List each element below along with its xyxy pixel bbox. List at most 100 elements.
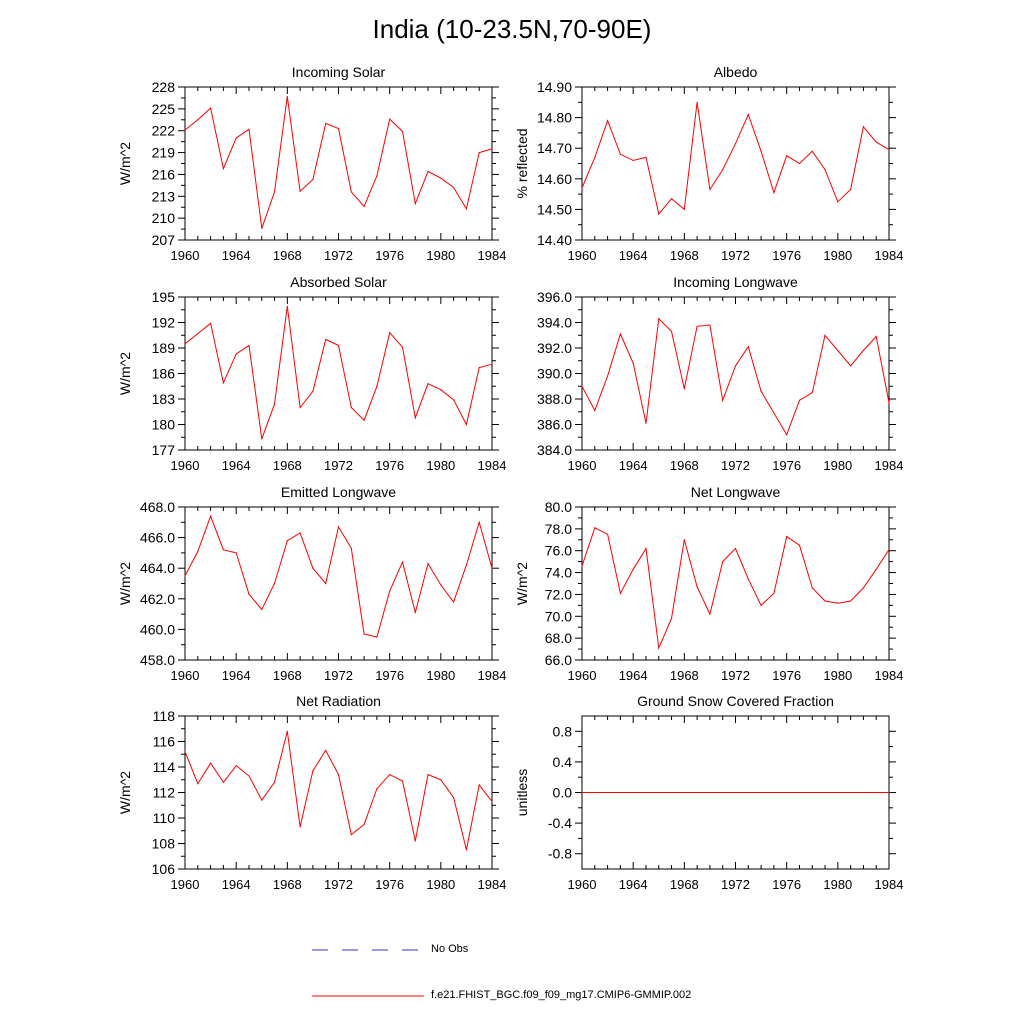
data-point — [606, 120, 609, 122]
series-line — [184, 731, 493, 851]
data-point — [389, 590, 391, 592]
data-point — [299, 190, 301, 192]
x-tick-label: 1976 — [772, 668, 801, 683]
data-point — [850, 188, 852, 191]
series-line — [184, 96, 493, 229]
y-tick-label: 207 — [152, 232, 176, 248]
data-point — [440, 584, 442, 586]
data-point — [222, 168, 224, 170]
data-point — [248, 344, 250, 347]
data-point — [197, 550, 199, 552]
plot-frame — [184, 296, 493, 451]
y-tick-label: 74.0 — [545, 565, 572, 581]
x-tick-label: 1964 — [222, 668, 251, 683]
x-tick-label: 1960 — [171, 458, 200, 473]
y-tick-label: 386.0 — [537, 417, 572, 433]
y-tick-label: 0.8 — [553, 723, 573, 739]
y-axis-label: W/m^2 — [514, 562, 530, 605]
data-point — [786, 434, 788, 436]
y-tick-label: 189 — [152, 340, 176, 356]
panel-7: Ground Snow Covered Fraction unitless 1960… — [514, 693, 903, 892]
data-point — [491, 800, 493, 803]
data-point — [248, 775, 250, 777]
data-point — [197, 119, 199, 121]
y-tick-label: 80.0 — [545, 499, 572, 515]
x-tick-label: 1960 — [568, 458, 597, 473]
data-point — [312, 567, 314, 569]
data-point — [709, 324, 711, 326]
x-tick-label: 1968 — [273, 248, 302, 263]
data-point — [286, 95, 288, 98]
y-tick-label: 72.0 — [545, 586, 572, 602]
y-tick-label: 392.0 — [537, 340, 572, 356]
x-tick-label: 1984 — [875, 877, 904, 892]
data-point — [427, 563, 429, 565]
data-point — [875, 335, 877, 338]
figure-title: India (10-23.5N,70-90E) — [372, 14, 652, 44]
y-tick-label: 462.0 — [140, 591, 175, 607]
panel-4: Emitted Longwave W/m^2 1960 1964 1968 1972 197… — [117, 484, 506, 683]
data-point — [363, 205, 365, 208]
panel-5: Net Longwave W/m^2 1960 1964 1968 1972 1976 198… — [514, 484, 903, 683]
y-tick-label: 14.50 — [537, 201, 572, 217]
data-point — [888, 402, 890, 404]
x-tick-label: 1972 — [721, 248, 750, 263]
data-point — [261, 799, 263, 801]
data-point — [286, 730, 288, 732]
data-point — [811, 392, 813, 394]
panel-title: Absorbed Solar — [290, 274, 387, 290]
data-point — [683, 539, 685, 541]
data-point — [248, 593, 250, 595]
data-point — [465, 564, 468, 566]
data-point — [440, 779, 442, 781]
x-tick-label: 1984 — [478, 248, 507, 263]
data-point — [478, 366, 480, 369]
y-tick-label: 464.0 — [140, 560, 175, 576]
legend-obs-swatch — [312, 949, 424, 951]
data-point — [350, 833, 352, 836]
data-point — [619, 592, 621, 594]
plot-frame — [581, 506, 890, 661]
x-tick-label: 1972 — [324, 248, 353, 263]
data-point — [670, 330, 673, 333]
data-point — [325, 749, 327, 752]
y-tick-label: 14.40 — [537, 232, 572, 248]
data-point — [261, 438, 263, 440]
data-point — [888, 791, 890, 794]
data-point — [222, 382, 224, 384]
y-tick-label: 118 — [153, 708, 176, 724]
data-point — [299, 826, 301, 828]
y-tick-label: 388.0 — [537, 391, 572, 407]
data-point — [222, 549, 224, 551]
panel-title: Net Longwave — [691, 484, 781, 500]
data-point — [888, 149, 890, 151]
data-point — [414, 840, 416, 842]
y-axis-label: % reflected — [514, 128, 530, 198]
data-point — [376, 175, 378, 177]
y-tick-label: 394.0 — [537, 315, 572, 331]
data-point — [414, 417, 416, 419]
data-point — [337, 526, 340, 528]
data-point — [389, 774, 391, 776]
data-point — [209, 762, 212, 764]
data-point — [363, 823, 365, 825]
y-tick-label: 192 — [152, 315, 176, 331]
data-point — [722, 169, 724, 171]
y-tick-label: 213 — [152, 188, 176, 204]
data-point — [594, 527, 596, 529]
x-tick-label: 1976 — [772, 877, 801, 892]
data-point — [389, 332, 391, 334]
data-point — [722, 399, 724, 401]
data-point — [658, 647, 660, 649]
data-point — [350, 191, 352, 193]
x-tick-label: 1972 — [324, 458, 353, 473]
x-tick-label: 1964 — [222, 877, 251, 892]
y-tick-label: -0.4 — [548, 815, 572, 831]
data-point — [337, 127, 340, 130]
x-tick-label: 1960 — [568, 248, 597, 263]
x-tick-label: 1980 — [823, 248, 852, 263]
x-tick-label: 1972 — [324, 668, 353, 683]
y-tick-label: 76.0 — [545, 543, 572, 559]
x-tick-label: 1976 — [375, 458, 404, 473]
panel-title: Albedo — [714, 64, 758, 80]
